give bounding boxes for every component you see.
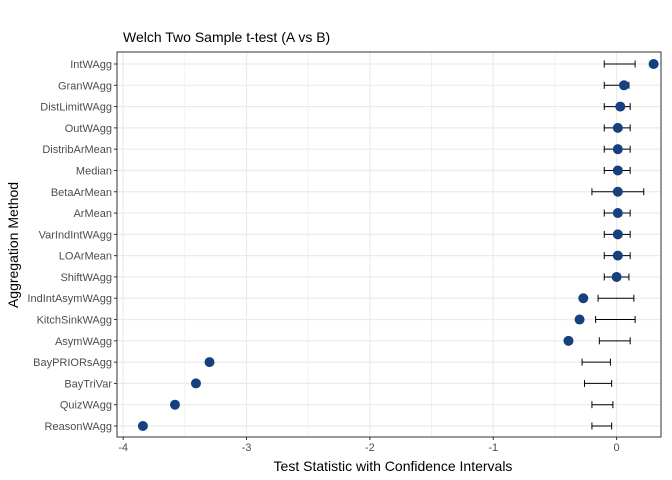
y-tick-label: IndIntAsymWAgg [27, 293, 112, 305]
data-point-group [603, 122, 631, 133]
y-tick-label: BayTriVar [64, 378, 112, 390]
data-point [578, 293, 589, 304]
data-point-group [603, 271, 630, 282]
data-point [612, 186, 623, 197]
data-point [612, 229, 623, 240]
data-point-group [190, 378, 613, 389]
panel-border [116, 51, 662, 438]
data-point-group [603, 101, 631, 112]
data-point-group [578, 293, 635, 304]
data-point-group [204, 357, 611, 368]
data-point-group [603, 250, 631, 261]
data-point [611, 271, 622, 282]
data-point-group [574, 314, 636, 325]
y-tick-label: GranWAgg [58, 80, 112, 92]
x-axis: -4 -3 -2 -1 0 [118, 437, 620, 454]
y-tick-label: ShiftWAgg [60, 272, 112, 284]
y-tick-label: KitchSinkWAgg [37, 315, 112, 327]
x-axis-title: Test Statistic with Confidence Intervals [274, 458, 513, 474]
x-tick-label: -4 [118, 442, 128, 454]
data-point-group [603, 80, 630, 91]
y-tick-label: IntWAgg [70, 59, 112, 71]
data-point [615, 101, 626, 112]
data-point [169, 399, 180, 410]
y-tick-label: Median [76, 165, 112, 177]
data-point-group [603, 59, 659, 69]
y-tick-label: LOArMean [59, 251, 112, 263]
plot-panel [116, 51, 662, 438]
y-axis-title: Aggregation Method [5, 182, 21, 308]
x-tick-label: -3 [242, 442, 252, 454]
data-point-group [603, 144, 631, 155]
y-tick-label: OutWAgg [65, 123, 112, 135]
y-tick-label: ReasonWAgg [45, 421, 112, 433]
x-tick-label: -2 [365, 442, 375, 454]
y-tick-label: QuizWAgg [60, 400, 112, 412]
data-point-group [603, 208, 631, 219]
panel-background [117, 52, 661, 437]
data-point [648, 59, 659, 69]
data-point [137, 421, 148, 431]
y-tick-label: VarIndIntWAgg [39, 229, 112, 241]
data-point [612, 122, 623, 133]
data-point [204, 357, 215, 368]
data-point-group [563, 335, 631, 346]
y-tick-label: BayPRIORsAgg [33, 357, 112, 369]
y-tick-label: DistLimitWAgg [40, 102, 112, 114]
chart-title: Welch Two Sample t-test (A vs B) [123, 29, 330, 45]
y-tick-label: DistribArMean [42, 144, 112, 156]
data-point [563, 335, 574, 346]
data-point-group [169, 399, 614, 410]
x-tick-label: -1 [488, 442, 498, 454]
x-tick-label: 0 [614, 442, 620, 454]
y-tick-label: AsymWAgg [55, 336, 112, 348]
data-point [618, 80, 629, 91]
y-tick-label: BetaArMean [51, 187, 112, 199]
data-point [612, 208, 623, 219]
data-point [612, 250, 623, 261]
data-point-group [603, 229, 631, 240]
y-tick-label: ArMean [73, 208, 112, 220]
data-point [612, 165, 623, 176]
data-point [190, 378, 201, 389]
data-point-group [591, 186, 645, 197]
data-point [574, 314, 585, 325]
y-axis: IntWAgg GranWAgg DistLimitWAgg OutWAgg Distr… [27, 59, 117, 433]
data-point-group [137, 421, 613, 431]
data-point-group [603, 165, 631, 176]
data-point [612, 144, 623, 155]
